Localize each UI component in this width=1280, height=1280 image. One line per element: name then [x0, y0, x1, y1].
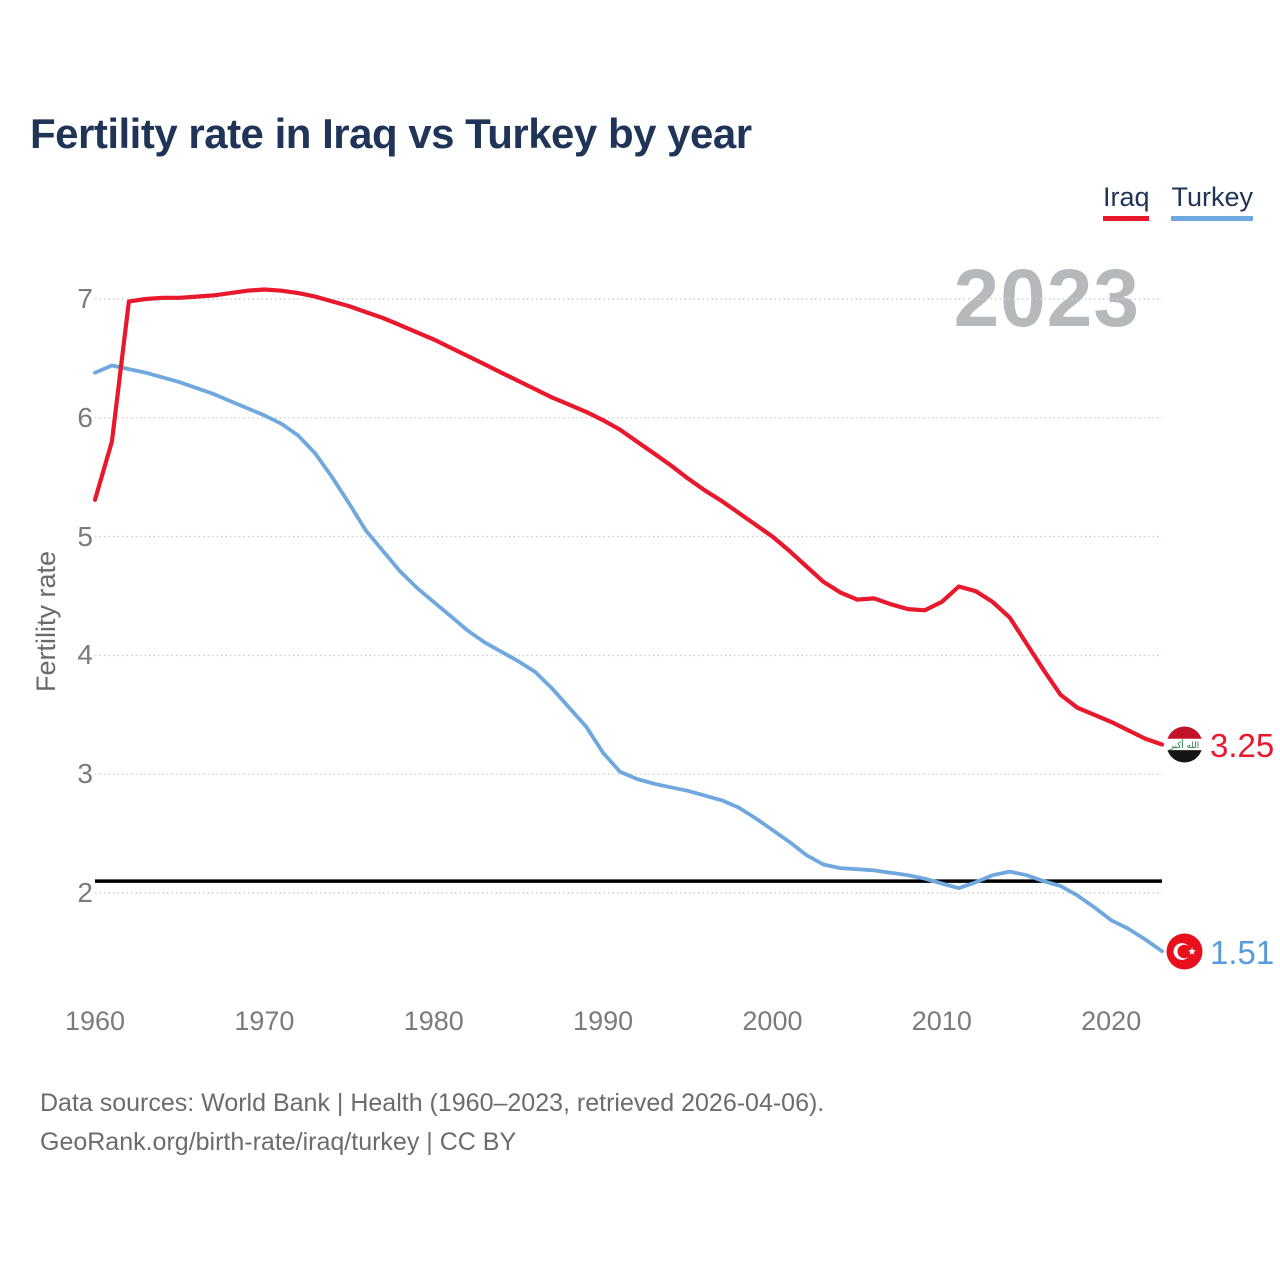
x-tick-2010: 2010 [911, 1006, 972, 1036]
y-tick-3: 3 [77, 758, 93, 790]
turkey-flag-icon [1166, 933, 1203, 970]
x-tick-2000: 2000 [742, 1006, 803, 1036]
y-tick-7: 7 [77, 283, 93, 314]
source-footer: Data sources: World Bank | Health (1960–… [40, 1084, 824, 1162]
legend-item-iraq[interactable]: Iraq [1102, 182, 1150, 221]
iraq-end-value: 3.25 [1210, 727, 1275, 764]
legend: Iraq Turkey [1102, 182, 1253, 221]
legend-item-turkey[interactable]: Turkey [1171, 182, 1253, 221]
iraq-flag-icon: الله أكبر [1166, 726, 1203, 763]
source-line-2: GeoRank.org/birth-rate/iraq/turkey | CC … [40, 1128, 517, 1156]
y-tick-6: 6 [77, 401, 93, 433]
series-line-turkey[interactable] [93, 363, 1164, 954]
x-tick-2020: 2020 [1081, 1006, 1142, 1036]
turkey-end-value: 1.51 [1210, 934, 1275, 971]
source-line-1: Data sources: World Bank | Health (1960–… [40, 1089, 825, 1117]
y-tick-5: 5 [77, 520, 93, 552]
x-tick-1960: 1960 [64, 1006, 126, 1036]
y-tick-4: 4 [77, 639, 93, 671]
x-tick-1990: 1990 [573, 1006, 634, 1036]
y-tick-2: 2 [77, 877, 93, 908]
page-title: Fertility rate in Iraq vs Turkey by year [30, 110, 752, 157]
x-tick-1970: 1970 [234, 1006, 295, 1036]
svg-text:الله أكبر: الله أكبر [1169, 739, 1199, 751]
series-line-iraq[interactable] [92, 287, 1165, 747]
x-tick-1980: 1980 [403, 1006, 464, 1036]
